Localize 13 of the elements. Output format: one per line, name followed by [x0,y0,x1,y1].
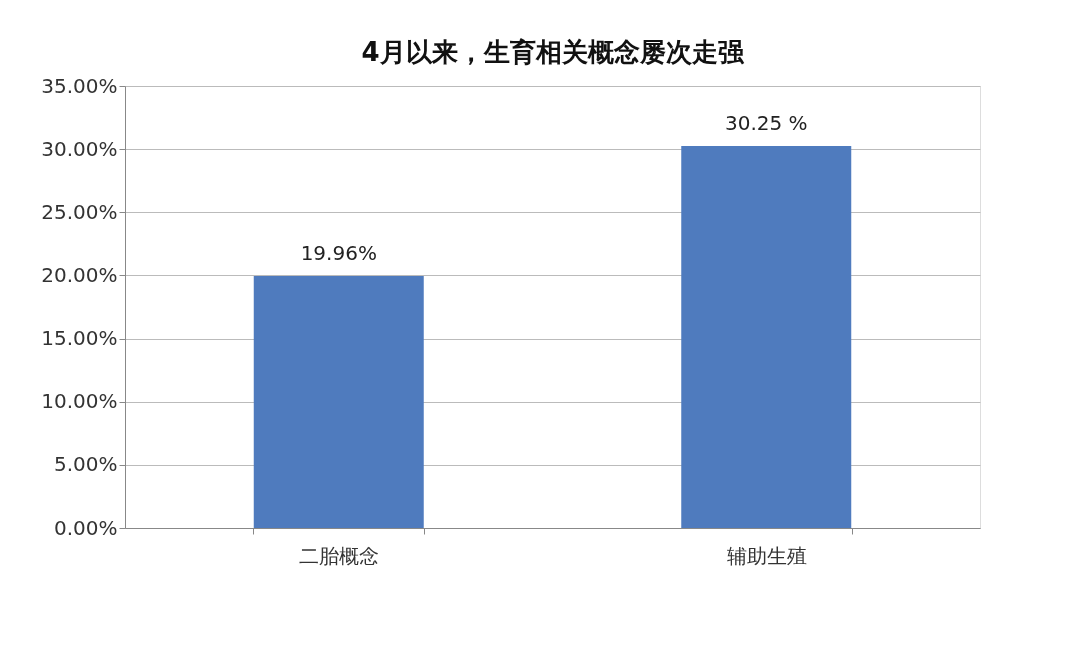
y-tick-label: 35.00% [41,73,118,98]
y-tick-label: 25.00% [41,199,118,224]
x-tick-label: 二胎概念 [299,543,380,568]
y-tick-label: 30.00% [41,136,118,161]
text: 19.96% [300,240,377,265]
y-tick-label: 10.00% [41,389,118,414]
chart-title: 4月以来，生育相关概念屡次走强 [361,37,745,67]
x-tick-label: 辅助生殖 [726,543,807,568]
y-tick-label: 15.00% [41,326,118,351]
y-tick-label: 20.00% [41,262,118,287]
text: 30.25 % [724,110,808,135]
y-tick-label: 5.00% [53,452,118,477]
y-tick-label: 0.00% [53,515,118,540]
